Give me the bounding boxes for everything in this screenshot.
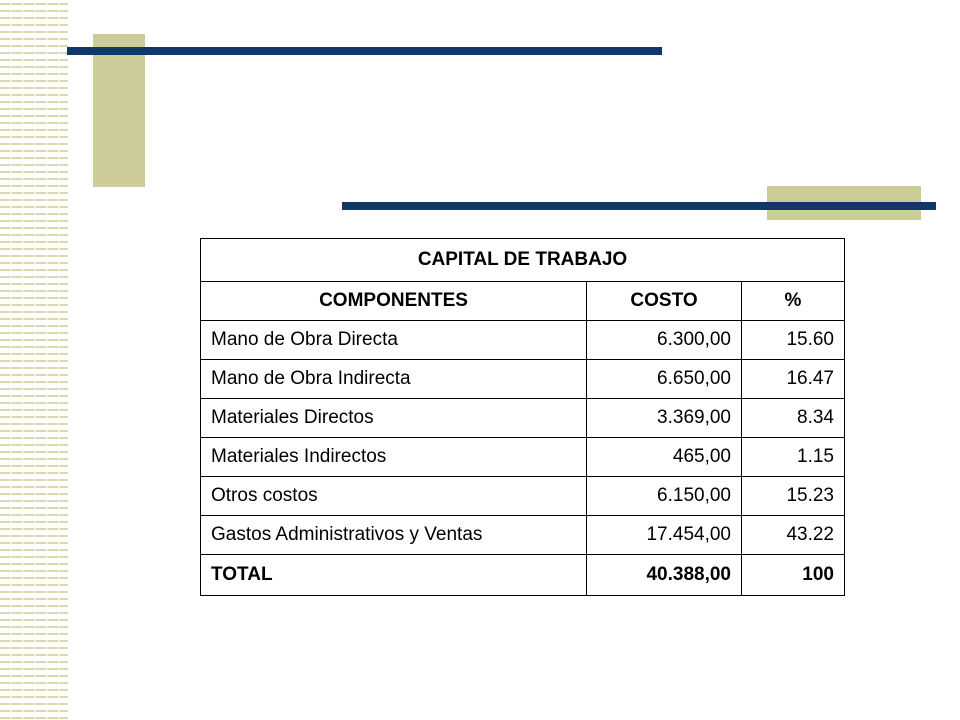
cell-porcentaje: 15.23 xyxy=(741,476,845,516)
cell-porcentaje: 16.47 xyxy=(741,359,845,399)
cell-porcentaje: 1.15 xyxy=(741,437,845,477)
table-row: Otros costos 6.150,00 15.23 xyxy=(200,476,845,516)
table-title-row: CAPITAL DE TRABAJO xyxy=(200,238,845,282)
cell-costo: 465,00 xyxy=(586,437,742,477)
cell-costo: 3.369,00 xyxy=(586,398,742,438)
header-costo: COSTO xyxy=(586,281,742,321)
table-row: Materiales Indirectos 465,00 1.15 xyxy=(200,437,845,477)
table-title: CAPITAL DE TRABAJO xyxy=(200,238,845,282)
table-header-row: COMPONENTES COSTO % xyxy=(200,281,845,321)
table-total-row: TOTAL 40.388,00 100 xyxy=(200,554,845,596)
cell-porcentaje: 8.34 xyxy=(741,398,845,438)
cell-costo: 6.300,00 xyxy=(586,320,742,360)
striped-side-overlay xyxy=(0,0,68,720)
decorative-bar-middle xyxy=(342,202,936,210)
total-label: TOTAL xyxy=(200,554,587,596)
table-row: Mano de Obra Indirecta 6.650,00 16.47 xyxy=(200,359,845,399)
decorative-block-left xyxy=(93,34,145,187)
cell-componente: Otros costos xyxy=(200,476,587,516)
table-row: Gastos Administrativos y Ventas 17.454,0… xyxy=(200,515,845,555)
cell-componente: Materiales Indirectos xyxy=(200,437,587,477)
decorative-bar-top xyxy=(67,47,662,55)
total-porcentaje: 100 xyxy=(741,554,845,596)
cell-costo: 6.150,00 xyxy=(586,476,742,516)
total-costo: 40.388,00 xyxy=(586,554,742,596)
cell-costo: 6.650,00 xyxy=(586,359,742,399)
table-row: Materiales Directos 3.369,00 8.34 xyxy=(200,398,845,438)
cell-componente: Materiales Directos xyxy=(200,398,587,438)
cell-componente: Gastos Administrativos y Ventas xyxy=(200,515,587,555)
capital-de-trabajo-table: CAPITAL DE TRABAJO COMPONENTES COSTO % M… xyxy=(200,238,845,596)
cell-porcentaje: 15.60 xyxy=(741,320,845,360)
table-row: Mano de Obra Directa 6.300,00 15.60 xyxy=(200,320,845,360)
header-porcentaje: % xyxy=(741,281,845,321)
cell-componente: Mano de Obra Directa xyxy=(200,320,587,360)
cell-componente: Mano de Obra Indirecta xyxy=(200,359,587,399)
cell-costo: 17.454,00 xyxy=(586,515,742,555)
cell-porcentaje: 43.22 xyxy=(741,515,845,555)
header-componentes: COMPONENTES xyxy=(200,281,587,321)
